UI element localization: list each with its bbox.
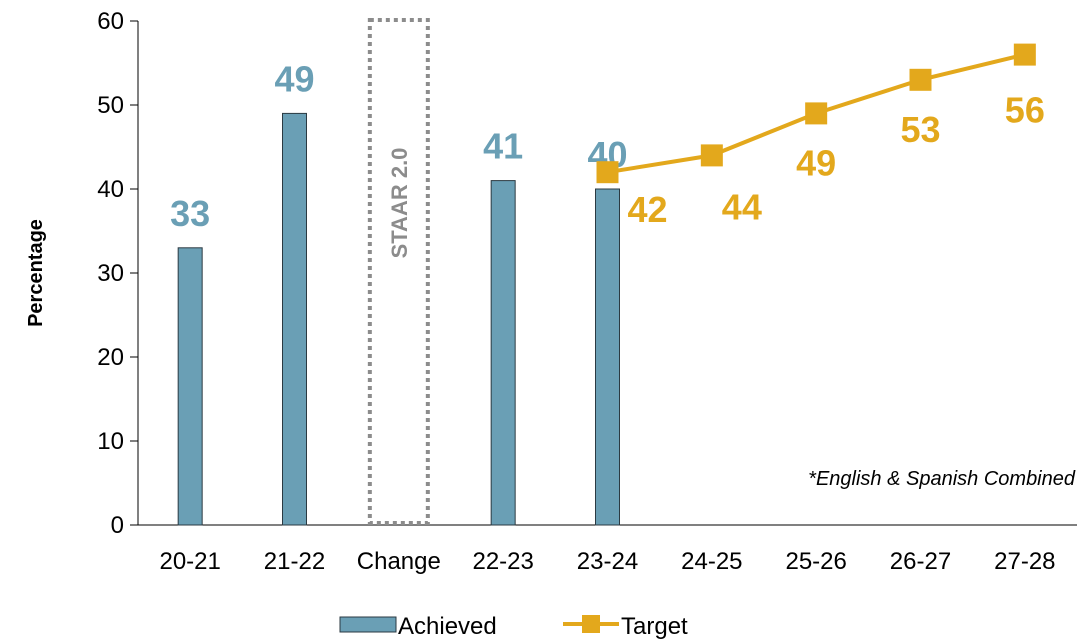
y-tick-label: 60 bbox=[97, 8, 124, 35]
achieved-bar-label: 41 bbox=[483, 126, 523, 167]
target-line-label: 49 bbox=[796, 142, 836, 183]
x-tick-label: 21-22 bbox=[264, 548, 325, 575]
target-line-labels: 42 44 49 53 56 bbox=[627, 90, 1044, 231]
achieved-bar bbox=[595, 188, 620, 526]
target-point-marker bbox=[596, 161, 619, 184]
x-tick-label: 26-27 bbox=[890, 548, 951, 575]
target-point-marker bbox=[909, 68, 932, 91]
x-tick-label: 23-24 bbox=[577, 548, 638, 575]
y-axis-ticks: 0 10 20 30 40 50 60 bbox=[97, 8, 138, 539]
achieved-bar bbox=[282, 112, 307, 526]
x-tick-label: 27-28 bbox=[994, 548, 1055, 575]
y-axis-label: Percentage bbox=[25, 219, 47, 327]
x-tick-label: 20-21 bbox=[159, 548, 220, 575]
achieved-bar bbox=[177, 247, 203, 526]
legend-achieved-swatch bbox=[339, 616, 397, 633]
footnote: *English & Spanish Combined bbox=[808, 468, 1076, 490]
y-tick-label: 0 bbox=[111, 512, 124, 539]
change-dashed-box bbox=[367, 18, 430, 525]
x-tick-label: 25-26 bbox=[785, 548, 846, 575]
legend: Achieved Target bbox=[339, 613, 688, 640]
legend-target-label: Target bbox=[621, 613, 688, 640]
target-point-marker bbox=[700, 144, 723, 167]
legend-target-marker bbox=[582, 615, 600, 633]
y-tick-label: 20 bbox=[97, 344, 124, 371]
x-tick-label: Change bbox=[357, 548, 441, 575]
x-tick-label: 22-23 bbox=[472, 548, 533, 575]
target-line bbox=[596, 43, 1036, 184]
achieved-bar bbox=[490, 180, 516, 526]
target-line-label: 56 bbox=[1005, 90, 1045, 131]
achieved-bars bbox=[177, 112, 620, 526]
target-point-marker bbox=[1013, 43, 1036, 66]
x-tick-label: 24-25 bbox=[681, 548, 742, 575]
y-tick-label: 50 bbox=[97, 92, 124, 119]
target-line-label: 44 bbox=[722, 186, 762, 227]
staar-change-box: STAAR 2.0 bbox=[367, 18, 430, 525]
legend-achieved-label: Achieved bbox=[398, 613, 497, 640]
achieved-bar-label: 49 bbox=[274, 58, 314, 99]
staar-change-label: STAAR 2.0 bbox=[387, 148, 412, 259]
x-axis-ticks: 20-21 21-22 Change 22-23 23-24 24-25 25-26 26-2… bbox=[159, 548, 1055, 575]
y-tick-label: 40 bbox=[97, 176, 124, 203]
target-point-marker bbox=[805, 102, 828, 125]
y-tick-label: 10 bbox=[97, 428, 124, 455]
target-line-label: 53 bbox=[900, 109, 940, 150]
target-line-label: 42 bbox=[627, 189, 667, 230]
y-tick-label: 30 bbox=[97, 260, 124, 287]
achieved-bar-label: 33 bbox=[170, 193, 210, 234]
